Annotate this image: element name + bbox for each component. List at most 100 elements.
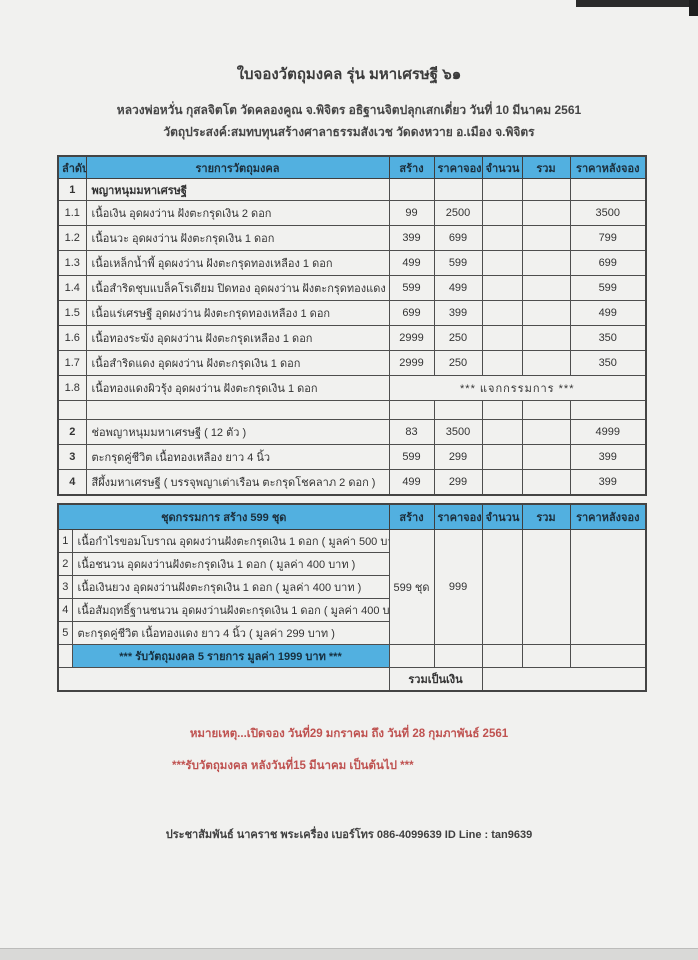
cell-total [521, 350, 571, 376]
table-row: 3 ตะกรุดคู่ชีวิต เนื้อทองเหลือง ยาว 4 นิ… [57, 444, 647, 470]
cell-after-price: 599 [569, 275, 647, 301]
cell-quantity [481, 350, 523, 376]
cell-total [521, 200, 571, 226]
table-row: 1.7 เนื้อสำริดแดง อุดผงว่าน ฝังตะกรุดเงิ… [57, 350, 647, 376]
cell-made-count: 599 [388, 275, 435, 301]
subtitle-monk-line: หลวงพ่อหวั่น กุสลจิตโต วัดคลองคูณ จ.พิจิ… [116, 103, 582, 117]
cell-item-description: เนื้อทองแดงผิวรุ้ง อุดผงว่าน ฝังตะกรุดเง… [85, 375, 390, 401]
cell-row-number: 3 [57, 575, 73, 599]
column-header-after-price: ราคาหลังจอง [569, 503, 647, 530]
cell-item-description: ตะกรุดคู่ชีวิต เนื้อทองแดง ยาว 4 นิ้ว ( … [71, 621, 390, 645]
table-row: 1.1 เนื้อเงิน อุดผงว่าน ฝังตะกรุดเงิน 2 … [57, 200, 647, 226]
cell-booking-price: 699 [433, 225, 483, 251]
column-header-after-price: ราคาหลังจอง [569, 155, 647, 179]
cell-after-price: 699 [569, 250, 647, 276]
cell-item-description: เนื้อทองระฆัง อุดผงว่าน ฝังตะกรุดเหลือง … [85, 325, 390, 351]
cell-quantity [481, 200, 523, 226]
cell-after-price: 499 [569, 300, 647, 326]
scan-artifact-top-bar [576, 0, 698, 7]
table-row: 1.5 เนื้อแร่เศรษฐี อุดผงว่าน ฝังตะกรุดทอ… [57, 300, 647, 326]
cell-quantity [481, 225, 523, 251]
cell-made-count: 2999 [388, 350, 435, 376]
cell-row-number: 1 [57, 529, 73, 553]
cell-quantity [481, 178, 523, 201]
cell-row-number: 1.3 [57, 250, 87, 276]
cell-total [521, 178, 571, 201]
cell-committee-giveaway-note: *** แจกกรรมการ *** [388, 375, 647, 401]
pickup-date-note: ***รับวัตถุมงคล หลังวันที่15 มีนาคม เป็น… [172, 760, 414, 772]
table-row: 5 ตะกรุดคู่ชีวิต เนื้อทองแดง ยาว 4 นิ้ว … [57, 621, 646, 645]
column-header-quantity: จำนวน [481, 503, 523, 530]
cell-booking-price [433, 178, 483, 201]
cell-total [521, 444, 571, 470]
cell-after-price: 399 [569, 469, 647, 496]
grand-total-value-cell [481, 667, 647, 692]
cell-booking-price: 2500 [433, 200, 483, 226]
cell-booking-price: 499 [433, 275, 483, 301]
table-row: 2 ช่อพญาหนุมมหาเศรษฐี ( 12 ตัว ) 83 3500… [57, 419, 647, 445]
cell-total [521, 275, 571, 301]
group-row-phaya-hanuman: 1 พญาหนุมมหาเศรษฐี [57, 178, 647, 201]
booking-period-note: หมายเหตุ...เปิดจอง วันที่29 มกราคม ถึง ว… [189, 728, 509, 740]
cell-row-number: 1.8 [57, 375, 87, 401]
column-header-booking-price: ราคาจอง [433, 155, 483, 179]
column-header-sequence: ลำดับ [57, 155, 87, 179]
scan-artifact-corner [689, 0, 698, 16]
cell-after-price: 4999 [569, 419, 647, 445]
cell-booking-price-merged: 999 [433, 529, 483, 645]
cell-made-count: 83 [388, 419, 435, 445]
cell-after-price: 799 [569, 225, 647, 251]
cell-item-description: เนื้อสำริดชุบแบล็คโรเดียม ปิดทอง อุดผงว่… [85, 275, 390, 301]
committee-set-title: ชุดกรรมการ สร้าง 599 ชุด [57, 503, 390, 530]
cell-item-description: ช่อพญาหนุมมหาเศรษฐี ( 12 ตัว ) [85, 419, 390, 445]
cell-made-count: 499 [388, 250, 435, 276]
cell-row-number: 2 [57, 419, 87, 445]
cell-row-number: 1.5 [57, 300, 87, 326]
cell-row-number: 2 [57, 552, 73, 576]
page-title: ใบจองวัตถุมงคล รุ่น มหาเศรษฐี ๖๑ [236, 66, 462, 83]
cell-item-description: เนื้อสำริดแดง อุดผงว่าน ฝังตะกรุดเงิน 1 … [85, 350, 390, 376]
cell-item-description: เนื้อสัมฤทธิ์ฐานชนวน อุดผงว่านฝังตะกรุดเ… [71, 598, 390, 622]
cell-row-number: 1.4 [57, 275, 87, 301]
cell-total-merged [521, 529, 571, 645]
cell-after-price: 399 [569, 444, 647, 470]
cell-total [521, 250, 571, 276]
cell-row-number: 1.2 [57, 225, 87, 251]
subtitle-purpose-line: วัตถุประสงค์:สมทบทุนสร้างศาลาธรรมสังเวช … [163, 125, 535, 139]
column-header-made: สร้าง [388, 503, 435, 530]
cell-after-price: 350 [569, 325, 647, 351]
cell-row-number: 3 [57, 444, 87, 470]
cell-item-description: ตะกรุดคู่ชีวิต เนื้อทองเหลือง ยาว 4 นิ้ว [85, 444, 390, 470]
cell-total [521, 225, 571, 251]
committee-header-row: ชุดกรรมการ สร้าง 599 ชุด สร้าง ราคาจอง จ… [57, 503, 647, 530]
cell-made-count: 499 [388, 469, 435, 496]
highlight-note-row: *** รับวัตถุมงคล 5 รายการ มูลค่า 1999 บา… [57, 644, 647, 668]
column-header-item: รายการวัตถุมงคล [85, 155, 390, 179]
cell-made-count: 99 [388, 200, 435, 226]
cell-item-description: สีผึ้งมหาเศรษฐี ( บรรจุพญาเต่าเรือน ตะกร… [85, 469, 390, 496]
table-row: 1.4 เนื้อสำริดชุบแบล็คโรเดียม ปิดทอง อุด… [57, 275, 647, 301]
committee-set-table: ชุดกรรมการ สร้าง 599 ชุด สร้าง ราคาจอง จ… [57, 503, 648, 692]
cell-row-number: 4 [57, 469, 87, 496]
cell-item-description: เนื้อชนวน อุดผงว่านฝังตะกรุดเงิน 1 ดอก (… [71, 552, 390, 576]
cell-made-count [388, 178, 435, 201]
table-row: 1.6 เนื้อทองระฆัง อุดผงว่าน ฝังตะกรุดเหล… [57, 325, 647, 351]
cell-item-description: เนื้อเงินยวง อุดผงว่านฝังตะกรุดเงิน 1 ดอ… [71, 575, 390, 599]
cell-booking-price: 3500 [433, 419, 483, 445]
cell-made-count: 699 [388, 300, 435, 326]
table-row: 1.2 เนื้อนวะ อุดผงว่าน ฝังตะกรุดเงิน 1 ด… [57, 225, 647, 251]
cell-booking-price: 250 [433, 350, 483, 376]
table-row-committee-giveaway: 1.8 เนื้อทองแดงผิวรุ้ง อุดผงว่าน ฝังตะกร… [57, 375, 647, 401]
cell-item-description: เนื้อกำไรขอมโบราณ อุดผงว่านฝังตะกรุดเงิน… [71, 529, 390, 553]
cell-booking-price: 299 [433, 444, 483, 470]
cell-made-count: 599 [388, 444, 435, 470]
cell-total [521, 469, 571, 496]
cell-row-number: 1.1 [57, 200, 87, 226]
grand-total-row: รวมเป็นเงิน [58, 667, 647, 692]
grand-total-label: รวมเป็นเงิน [388, 667, 483, 692]
cell-quantity [481, 300, 523, 326]
amulet-order-table: ลำดับ รายการวัตถุมงคล สร้าง ราคาจอง จำนว… [57, 155, 647, 496]
cell-quantity [481, 419, 523, 445]
cell-made-count: 2999 [388, 325, 435, 351]
